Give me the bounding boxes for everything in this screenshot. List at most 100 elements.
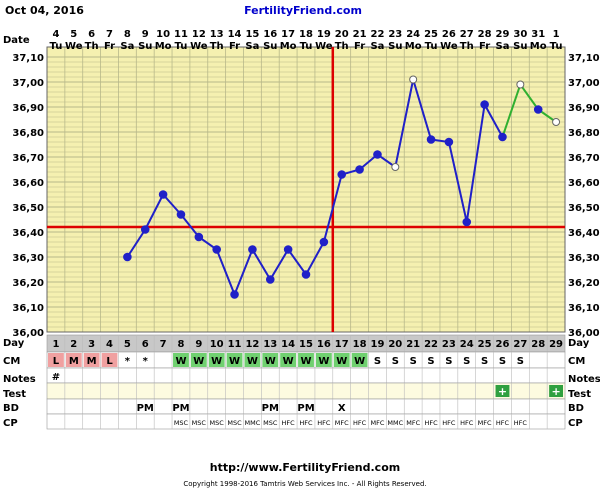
footer-copyright: Copyright 1998-2016 Tamtris Web Services… [183,480,426,488]
date-label: 5 [70,29,77,40]
weekday-label: Sa [496,41,510,52]
cp-value: HFC [353,419,367,427]
cp-value: HFC [282,419,296,427]
cm-value: W [300,356,311,367]
temp-point [319,237,329,247]
date-label: 20 [335,29,349,40]
date-label: 29 [496,29,510,40]
cm-value: M [69,356,79,367]
cp-value: MSC [227,419,242,427]
cm-cell [83,353,100,367]
cm-cell [190,353,207,367]
cp-value: HFC [442,419,456,427]
temp-point [391,163,400,171]
y-tick-label-right: 36,70 [568,153,600,164]
cm-value: W [211,356,222,367]
cycle-day-label: 17 [335,339,349,350]
date-label: 10 [156,29,170,40]
cm-value: S [499,356,506,367]
y-tick-label: 36,60 [12,178,44,189]
cycle-day-label: 11 [228,339,242,350]
table-row-test [46,382,566,400]
weekday-label: Th [210,41,224,52]
temp-point [140,225,150,234]
bd-mark: PM [262,403,279,414]
cm-value: S [481,356,488,367]
cycle-day-label: 5 [124,339,131,350]
cm-value: S [410,356,417,367]
cycle-day-label: 13 [263,339,277,350]
cm-cell [101,353,118,367]
cm-value: W [283,356,294,367]
cp-value: MFC [335,419,349,427]
y-tick-label-right: 36,80 [568,128,600,139]
temp-point [194,232,204,242]
y-tick-label: 36,10 [12,303,44,314]
y-tick-label: 37,00 [12,78,44,89]
date-label: 11 [174,29,188,40]
cm-value: W [193,356,204,367]
temp-point [301,270,311,279]
date-label: 17 [281,29,295,40]
cycle-day-label: 29 [549,339,563,350]
y-tick-label-right: 37,00 [568,78,600,89]
weekday-label: We [315,41,333,52]
cm-cell [280,353,297,367]
weekday-label: Sa [120,41,134,52]
row-label-cp-right: CP [568,418,583,429]
y-tick-label-right: 36,60 [568,178,600,189]
cm-value: S [445,356,452,367]
temp-point [230,290,239,299]
cycle-day-label: 15 [299,339,313,350]
temp-point [283,245,293,254]
bd-mark: PM [137,403,154,414]
cm-value: * [143,356,149,367]
y-tick-label-right: 36,50 [568,203,600,214]
date-label: 6 [88,29,95,40]
cm-value: L [53,356,60,367]
cm-value: W [265,356,276,367]
cycle-day-label: 4 [106,339,113,350]
row-label-cm: CM [3,356,20,367]
cm-cell [298,353,314,367]
weekday-label: Sa [370,41,384,52]
bd-mark: PM [172,403,189,414]
temp-point [212,245,221,254]
cm-value: S [374,356,381,367]
y-tick-label: 36,00 [12,328,44,339]
date-label: 15 [245,29,259,40]
bd-mark: PM [297,403,314,414]
table-row-cp [46,413,566,430]
weekday-label: Tu [50,41,63,52]
cm-cell [48,353,64,367]
weekday-label: Tu [300,41,313,52]
weekday-label: Fr [229,41,240,52]
weekday-label: We [190,41,208,52]
row-label-date: Date [3,35,30,46]
cm-cell [351,353,368,367]
weekday-label: Mo [405,41,422,52]
cm-value: S [392,356,399,367]
cm-cell [315,353,332,367]
test-cell [495,385,510,397]
cycle-day-label: 27 [513,339,527,350]
test-mark: + [498,385,507,398]
cp-value: HFC [424,419,438,427]
temp-point [355,165,364,174]
cycle-day-label: 3 [88,339,95,350]
cp-value: MFC [406,419,420,427]
cycle-day-label: 24 [460,339,474,350]
temp-point [552,118,561,126]
temp-point [158,190,168,199]
cycle-day-label: 7 [160,339,167,350]
date-label: 28 [478,29,492,40]
cm-cell [262,353,279,367]
cycle-day-label: 12 [245,339,259,350]
temp-point [444,137,454,147]
row-label-cm-right: CM [568,356,585,367]
cp-value: MSC [263,419,278,427]
cycle-day-label: 25 [478,339,492,350]
cycle-day-label: 2 [70,339,77,350]
weekday-label: Su [138,41,152,52]
